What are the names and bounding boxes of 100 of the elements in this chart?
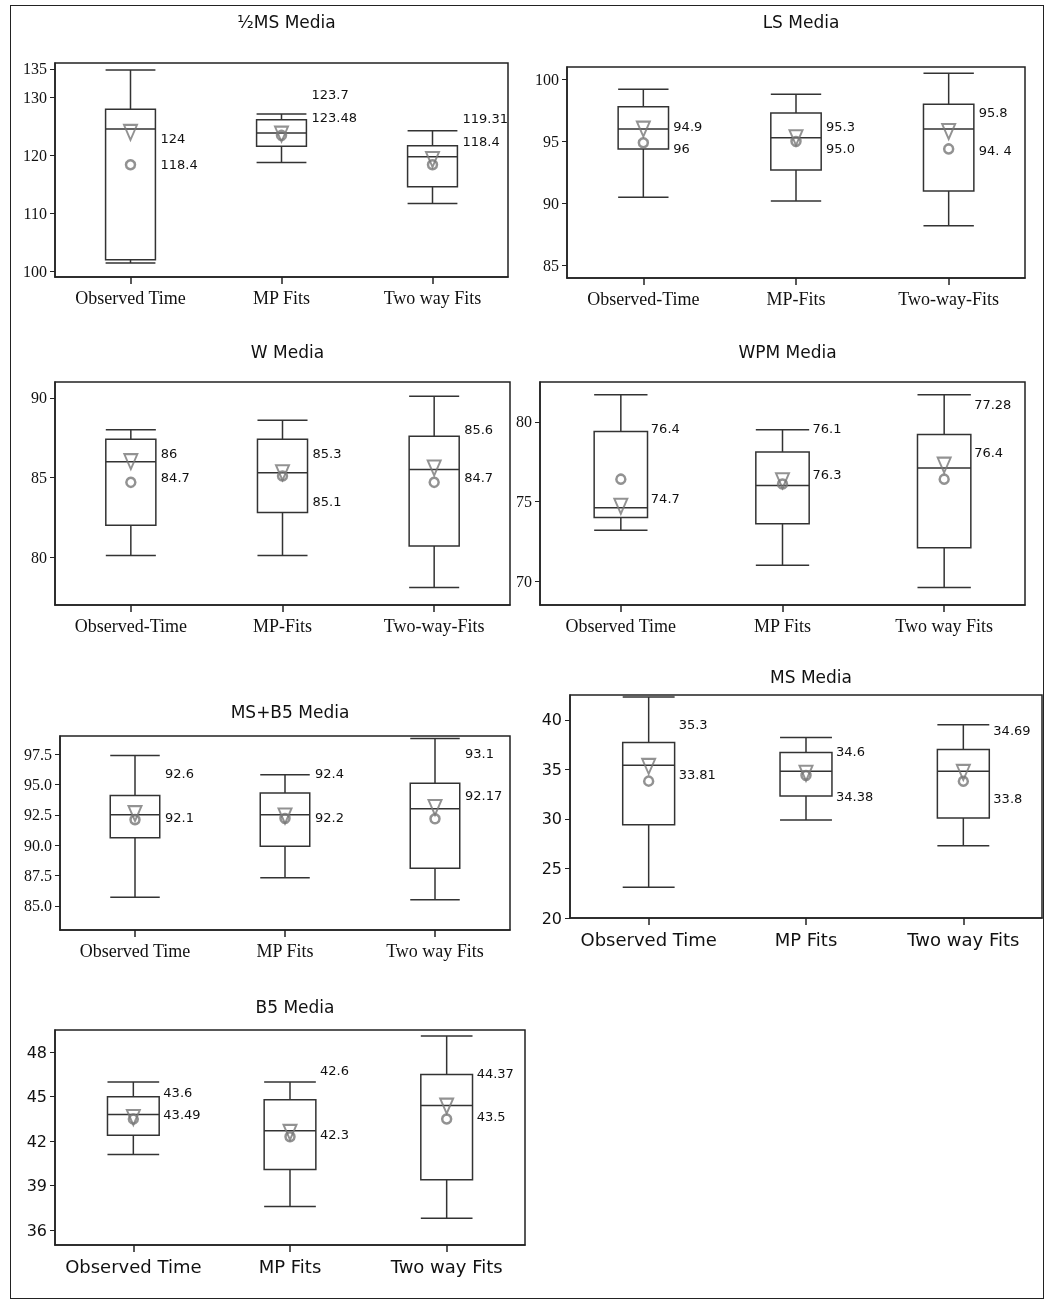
annotation: 43.6: [163, 1084, 193, 1100]
annotation: 76.4: [974, 444, 1004, 460]
annotation: 124: [160, 130, 186, 146]
annotation: 119.31: [462, 110, 508, 126]
x-tick-label: Two way Fits: [386, 941, 484, 961]
annotation: 33.81: [678, 766, 716, 782]
annotation: 94.9: [673, 119, 703, 134]
annotation: 84.7: [464, 470, 494, 486]
x-tick-label: MP Fits: [754, 616, 811, 636]
x-tick-label: MP Fits: [256, 941, 314, 961]
annotation: 85.3: [312, 446, 342, 462]
annotation: 95.8: [978, 105, 1008, 121]
x-tick-label: Observed Time: [580, 928, 717, 950]
x-tick-label: Two way Fits: [389, 1255, 503, 1277]
annotation: 95.0: [826, 141, 855, 157]
annotation: 86: [160, 446, 178, 462]
annotation: 42.6: [320, 1063, 349, 1079]
y-tick-label: 48: [26, 1042, 47, 1062]
y-tick-label: 40: [541, 710, 562, 730]
y-tick-label: 100: [23, 262, 47, 280]
y-tick-label: 80: [31, 548, 47, 566]
y-tick-label: 100: [535, 70, 559, 88]
annotation: 34.38: [836, 788, 874, 804]
y-tick-label: 35: [541, 759, 562, 779]
y-tick-label: 75: [516, 492, 532, 510]
annotation: 44.37: [476, 1065, 514, 1081]
annotation: 43.49: [163, 1106, 201, 1122]
x-tick-label: Two-way-Fits: [898, 289, 1000, 309]
y-tick-label: 85: [543, 257, 559, 275]
x-tick-label: Two way Fits: [383, 288, 482, 308]
annotation: 35.3: [678, 717, 708, 733]
y-tick-label: 95: [543, 132, 559, 150]
point: [440, 1113, 453, 1125]
y-tick-label: 30: [541, 809, 562, 829]
annotation: 85.6: [464, 422, 494, 438]
annotation: 92.1: [165, 809, 194, 825]
x-tick-label: Observed Time: [79, 941, 191, 961]
x-tick-label: MP Fits: [253, 288, 310, 308]
y-tick-label: 90: [543, 195, 559, 213]
x-tick-label: MP-Fits: [252, 616, 313, 636]
x-tick-label: MP-Fits: [766, 289, 826, 309]
annotation: 93.1: [465, 745, 494, 761]
annotation: 85.1: [312, 494, 342, 510]
point: [637, 136, 650, 149]
chart-title: B5 Media: [255, 996, 335, 1017]
y-tick-label: 42: [26, 1131, 47, 1151]
y-tick-label: 110: [23, 204, 47, 222]
y-tick-label: 135: [23, 60, 47, 78]
annotation: 92.6: [165, 766, 194, 782]
point: [942, 143, 955, 155]
y-tick-label: 45: [26, 1087, 47, 1107]
annotation: 74.7: [650, 490, 680, 506]
x-tick-label: Observed-Time: [74, 616, 187, 636]
annotation: 34.69: [993, 723, 1031, 739]
annotation: 94. 4: [978, 142, 1012, 158]
annotation: 34.6: [836, 743, 865, 759]
annotation: 95.3: [826, 119, 855, 134]
y-tick-label: 130: [23, 89, 47, 107]
annotation: 92.2: [315, 809, 344, 825]
y-tick-label: 90.0: [24, 836, 52, 854]
y-tick-label: 87.5: [24, 866, 52, 884]
annotation: 33.8: [993, 790, 1023, 806]
annotation: 118.4: [462, 133, 500, 149]
x-tick-label: MP Fits: [774, 928, 838, 950]
annotation: 123.7: [311, 87, 349, 103]
y-tick-label: 39: [26, 1176, 47, 1196]
annotation: 92.17: [465, 787, 503, 803]
annotation: 42.3: [320, 1126, 349, 1142]
y-tick-label: 95.0: [24, 776, 52, 793]
y-tick-label: 85.0: [24, 897, 52, 915]
x-tick-label: Two-way-Fits: [383, 616, 485, 636]
annotation: 77.28: [974, 396, 1012, 412]
annotation: 84.7: [160, 470, 190, 486]
annotation: 123.48: [311, 109, 357, 125]
x-tick-label: Observed Time: [565, 616, 677, 636]
y-tick-label: 90: [31, 389, 47, 407]
y-tick-label: 92.5: [24, 806, 52, 824]
chart-title: MS Media: [770, 666, 852, 687]
chart-title: W Media: [250, 341, 325, 362]
annotation: 118.4: [160, 157, 198, 173]
annotation: 76.1: [812, 420, 842, 436]
y-tick-label: 80: [516, 413, 532, 431]
x-tick-label: Observed Time: [65, 1255, 202, 1277]
y-tick-label: 20: [541, 908, 562, 928]
x-tick-label: Two way Fits: [895, 616, 994, 636]
x-tick-label: Observed-Time: [587, 289, 700, 309]
y-tick-label: 70: [516, 572, 532, 590]
chart-title: MS+B5 Media: [230, 701, 350, 722]
annotation: 92.4: [315, 766, 344, 782]
x-tick-label: MP Fits: [258, 1255, 322, 1277]
y-tick-label: 97.5: [24, 745, 52, 763]
chart-title: ½MS Media: [237, 11, 336, 32]
x-tick-label: Observed Time: [75, 288, 186, 308]
x-tick-label: Two way Fits: [906, 928, 1020, 950]
annotation: 43.5: [476, 1108, 506, 1124]
annotation: 96: [673, 141, 690, 157]
chart-title: LS Media: [762, 11, 840, 32]
y-tick-label: 120: [23, 147, 47, 165]
y-tick-label: 85: [31, 469, 47, 487]
y-tick-label: 25: [541, 858, 562, 878]
